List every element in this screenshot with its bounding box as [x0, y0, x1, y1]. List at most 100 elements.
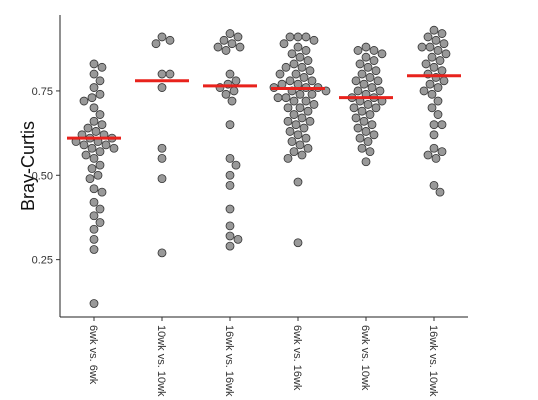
- data-point: [367, 120, 377, 130]
- data-point: [433, 83, 443, 92]
- data-point: [225, 120, 235, 130]
- data-point: [293, 79, 303, 89]
- data-point: [79, 96, 89, 106]
- data-point: [301, 46, 311, 55]
- data-point: [95, 204, 105, 214]
- data-point: [225, 231, 235, 241]
- data-point: [89, 299, 99, 308]
- x-tick-label: 16wk vs. 16wk: [223, 325, 235, 397]
- data-point: [371, 66, 381, 76]
- data-point: [361, 42, 371, 52]
- data-point: [361, 127, 371, 136]
- data-point: [97, 62, 107, 72]
- data-point: [157, 83, 167, 92]
- data-point: [221, 46, 231, 55]
- data-point: [431, 154, 441, 163]
- data-point: [433, 96, 443, 106]
- data-point: [157, 69, 167, 79]
- data-point: [279, 39, 289, 49]
- data-point: [87, 164, 97, 173]
- x-tick-label: 10wk vs. 10wk: [155, 325, 167, 397]
- data-point: [369, 56, 379, 65]
- data-point: [363, 137, 373, 146]
- data-point: [95, 89, 105, 99]
- data-point: [429, 130, 439, 140]
- data-point: [97, 187, 107, 197]
- data-point: [295, 103, 305, 113]
- data-point: [435, 56, 445, 65]
- data-point: [225, 181, 235, 190]
- data-point: [95, 218, 105, 227]
- data-point: [441, 49, 451, 59]
- data-point: [357, 143, 367, 153]
- data-point: [427, 103, 437, 113]
- data-point: [233, 234, 243, 244]
- data-point: [225, 221, 235, 231]
- data-point: [423, 150, 433, 160]
- data-point: [275, 69, 285, 79]
- data-point: [281, 93, 291, 103]
- data-point: [365, 110, 375, 119]
- data-point: [433, 110, 443, 119]
- y-axis-label: Bray-Curtis: [18, 121, 38, 211]
- data-point: [369, 130, 379, 140]
- data-point: [81, 150, 91, 160]
- data-point: [357, 69, 367, 79]
- x-tick-label: 6wk vs. 16wk: [291, 325, 303, 391]
- data-point: [425, 79, 435, 89]
- data-point: [227, 39, 237, 49]
- data-point: [301, 96, 311, 106]
- data-point: [285, 32, 295, 42]
- data-point: [289, 147, 299, 157]
- data-point: [437, 120, 447, 130]
- x-tick-label: 6wk vs. 10wk: [359, 325, 371, 391]
- data-point: [83, 123, 93, 133]
- data-point: [307, 89, 317, 99]
- data-point: [225, 204, 235, 214]
- y-tick-label: 0.25: [32, 255, 53, 267]
- data-point: [365, 147, 375, 157]
- data-point: [291, 69, 301, 79]
- data-point: [95, 110, 105, 119]
- data-point: [95, 160, 105, 170]
- data-point: [301, 32, 311, 42]
- data-point: [285, 127, 295, 136]
- data-point: [437, 147, 447, 157]
- data-point: [151, 39, 161, 49]
- data-point: [435, 187, 445, 197]
- data-point: [353, 123, 363, 133]
- data-point: [231, 160, 241, 170]
- data-point: [305, 116, 315, 126]
- data-point: [93, 170, 103, 180]
- data-point: [89, 59, 99, 69]
- data-point: [219, 35, 229, 45]
- data-point: [87, 93, 97, 103]
- data-point: [165, 35, 175, 45]
- data-point: [95, 147, 105, 157]
- data-point: [283, 103, 293, 113]
- data-point: [301, 133, 311, 143]
- data-point: [95, 76, 105, 86]
- data-point: [89, 234, 99, 244]
- data-point: [427, 89, 437, 99]
- data-point: [89, 224, 99, 234]
- x-tick-label: 16wk vs. 10wk: [427, 325, 439, 397]
- data-point: [425, 42, 435, 52]
- data-point: [367, 83, 377, 92]
- data-point: [89, 184, 99, 194]
- data-point: [353, 46, 363, 55]
- data-point: [373, 76, 383, 86]
- data-point: [225, 154, 235, 163]
- data-point: [89, 154, 99, 163]
- data-point: [97, 120, 107, 130]
- data-point: [293, 32, 303, 42]
- data-point: [157, 248, 167, 258]
- data-point: [89, 245, 99, 254]
- data-point: [233, 32, 243, 42]
- data-point: [157, 154, 167, 163]
- data-point: [89, 211, 99, 221]
- data-point: [109, 143, 119, 153]
- data-point: [231, 76, 241, 86]
- data-point: [297, 113, 307, 123]
- data-point: [91, 127, 101, 136]
